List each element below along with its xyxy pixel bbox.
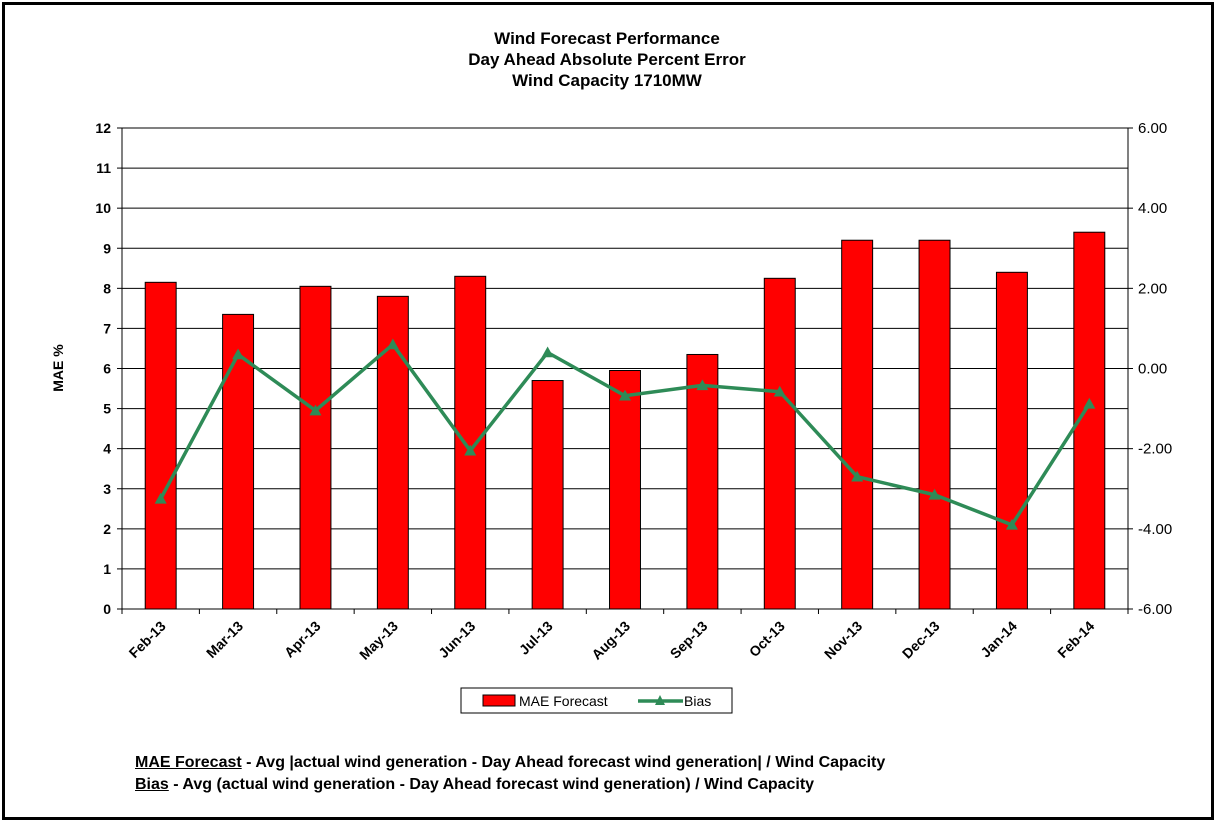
legend-label-mae: MAE Forecast [519, 693, 608, 709]
y-tick-label: 1 [103, 561, 111, 577]
y-tick-label: 4 [103, 441, 111, 457]
bias-point [309, 404, 322, 416]
bias-point [851, 470, 864, 482]
mae-bar [454, 275, 487, 610]
mae-note: MAE Forecast - Avg |actual wind generati… [135, 752, 1135, 774]
mae-bar [763, 277, 796, 610]
x-tick-label: Dec-13 [899, 618, 943, 662]
x-tick-label: Feb-14 [1054, 618, 1097, 661]
y-axis-label: MAE % [50, 344, 66, 392]
x-tick-label: Jun-13 [435, 618, 478, 661]
legend-marker-bias [655, 695, 665, 705]
y-tick-label: 8 [103, 280, 111, 296]
bias-point [696, 379, 709, 391]
x-tick-label: Aug-13 [588, 618, 633, 663]
legend-label-bias: Bias [684, 693, 711, 709]
y2-tick-label: -2.00 [1138, 441, 1172, 458]
x-tick-label: Feb-13 [126, 618, 169, 661]
bias-point [619, 389, 631, 401]
y-tick-label: 12 [95, 120, 111, 136]
mae-bar [841, 239, 874, 610]
bias-note: Bias - Avg (actual wind generation - Day… [135, 774, 1135, 796]
y-tick-label: 5 [103, 401, 111, 417]
x-tick-label: Sep-13 [667, 618, 711, 662]
y-tick-label: 3 [103, 481, 111, 497]
bias-point [464, 444, 477, 456]
mae-bar [918, 239, 951, 610]
x-tick-label: Apr-13 [281, 618, 324, 661]
chart-title-line: Wind Capacity 1710MW [512, 71, 703, 90]
y2-tick-label: -6.00 [1138, 601, 1172, 618]
x-tick-label: Jan-14 [977, 618, 1020, 661]
y2-tick-label: 6.00 [1138, 120, 1167, 137]
mae-bar [609, 370, 641, 610]
mae-bar [144, 281, 177, 610]
bias-point [1005, 518, 1018, 530]
y-tick-label: 6 [103, 361, 111, 377]
mae-bar [995, 271, 1028, 610]
y-tick-label: 2 [103, 521, 111, 537]
mae-bar [299, 285, 332, 610]
legend-swatch-mae [482, 694, 516, 707]
y2-tick-label: -4.00 [1138, 521, 1172, 538]
mae-bar [531, 380, 564, 610]
x-tick-label: Mar-13 [203, 618, 246, 661]
mae-note-text: - Avg |actual wind generation - Day Ahea… [241, 754, 886, 771]
x-tick-label: Oct-13 [746, 618, 788, 660]
y-tick-label: 10 [95, 200, 111, 216]
mae-note-term: MAE Forecast [135, 754, 242, 771]
bias-point [154, 492, 167, 504]
y2-tick-label: 2.00 [1138, 280, 1167, 297]
x-tick-label: Jul-13 [516, 618, 556, 658]
chart-title-line: Wind Forecast Performance [494, 29, 720, 48]
chart-title-line: Day Ahead Absolute Percent Error [468, 50, 746, 69]
legend: MAE Forecast Bias [460, 687, 733, 714]
bias-line [154, 338, 1096, 530]
x-tick-label: Nov-13 [821, 618, 865, 662]
y-tick-label: 9 [103, 240, 111, 256]
mae-bars [144, 231, 1106, 610]
bias-point [386, 338, 399, 350]
bias-point [541, 346, 554, 358]
mae-bar [686, 353, 719, 610]
y2-tick-label: 4.00 [1138, 200, 1167, 217]
y-tick-label: 11 [96, 160, 111, 176]
bias-point [232, 348, 245, 360]
bias-point [1083, 397, 1096, 409]
y-tick-label: 7 [103, 320, 111, 336]
chart-notes: MAE Forecast - Avg |actual wind generati… [135, 752, 1135, 796]
bias-note-term: Bias [135, 776, 169, 793]
y-tick-label: 0 [103, 601, 111, 617]
bias-point [928, 488, 941, 500]
x-tick-label: May-13 [356, 618, 401, 663]
y2-tick-label: 0.00 [1138, 361, 1167, 378]
bias-point [773, 385, 786, 397]
chart-title: Wind Forecast Performance Day Ahead Absol… [468, 29, 746, 90]
bias-note-text: - Avg (actual wind generation - Day Ahea… [168, 776, 815, 793]
